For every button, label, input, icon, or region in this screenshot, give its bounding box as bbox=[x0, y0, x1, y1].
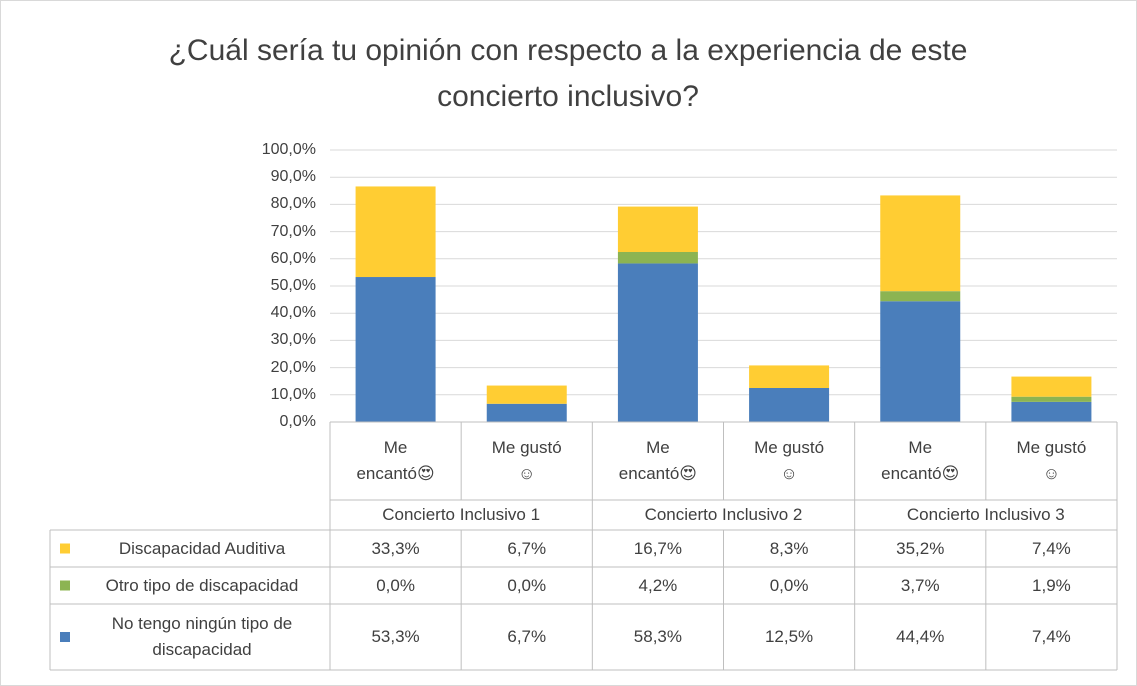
legend-key bbox=[60, 580, 70, 591]
table-value: 53,3% bbox=[371, 627, 420, 646]
y-tick-label: 90,0% bbox=[270, 168, 316, 186]
table-value: 0,0% bbox=[507, 575, 547, 595]
bar-segment bbox=[617, 252, 698, 264]
legend-label: Discapacidad Auditiva bbox=[118, 538, 286, 558]
y-tick-label: 10,0% bbox=[270, 385, 316, 403]
bar-segment bbox=[486, 385, 567, 404]
chart-title: ¿Cuál sería tu opinión con respecto a la… bbox=[168, 34, 968, 113]
x-tick-label: Me encantó😍 bbox=[618, 438, 698, 483]
table-value: 7,4% bbox=[1032, 627, 1071, 646]
bar-segment bbox=[355, 277, 436, 422]
y-tick-label: 80,0% bbox=[270, 195, 316, 213]
y-tick-label: 30,0% bbox=[270, 331, 316, 349]
group-label: Concierto Inclusivo 2 bbox=[644, 505, 803, 524]
bar-segment bbox=[617, 206, 698, 252]
bar-segment bbox=[880, 195, 961, 292]
y-tick-label: 40,0% bbox=[270, 304, 316, 322]
legend-key bbox=[60, 632, 70, 642]
table-value: 58,3% bbox=[633, 627, 682, 646]
bar-segment bbox=[1011, 376, 1092, 397]
bar-segment bbox=[880, 301, 961, 422]
table-value: 4,2% bbox=[638, 575, 678, 595]
bar-segment bbox=[1011, 396, 1092, 402]
bar-segment bbox=[617, 263, 698, 422]
bar-segment bbox=[749, 388, 830, 422]
legend-label: Otro tipo de discapacidad bbox=[105, 575, 299, 595]
table-value: 1,9% bbox=[1032, 575, 1071, 595]
table-value: 3,7% bbox=[900, 575, 940, 595]
table-value: 0,0% bbox=[376, 575, 415, 595]
group-label: Concierto Inclusivo 3 bbox=[906, 505, 1065, 524]
bar-segment bbox=[880, 291, 961, 302]
table-value: 7,4% bbox=[1032, 538, 1071, 558]
group-label: Concierto Inclusivo 1 bbox=[382, 505, 541, 524]
table-value: 35,2% bbox=[896, 538, 945, 558]
y-tick-label: 0,0% bbox=[279, 413, 316, 430]
y-tick-label: 20,0% bbox=[270, 358, 316, 376]
y-tick-label: 70,0% bbox=[270, 222, 316, 240]
table-value: 0,0% bbox=[769, 575, 809, 595]
x-tick-label: Me encantó😍 bbox=[356, 438, 435, 483]
bar-segment bbox=[749, 365, 830, 388]
table-value: 6,7% bbox=[507, 627, 547, 646]
legend-label: No tengo ningún tipo de discapacidad bbox=[111, 614, 293, 659]
y-tick-label: 100,0% bbox=[261, 141, 316, 158]
x-tick-label: Me gustó☺ bbox=[1016, 438, 1087, 483]
bar-segment bbox=[355, 186, 436, 278]
table-value: 16,7% bbox=[633, 538, 682, 558]
x-tick-label: Me gustó☺ bbox=[754, 438, 825, 483]
table-value: 8,3% bbox=[769, 538, 809, 558]
table-value: 12,5% bbox=[764, 627, 814, 646]
x-tick-label: Me encantó😍 bbox=[881, 438, 960, 483]
table-value: 6,7% bbox=[507, 538, 547, 558]
table-value: 44,4% bbox=[896, 627, 945, 646]
y-tick-label: 50,0% bbox=[270, 277, 316, 294]
y-tick-label: 60,0% bbox=[270, 249, 316, 267]
legend-key bbox=[60, 543, 70, 554]
table-value: 33,3% bbox=[371, 538, 420, 558]
bar-segment bbox=[486, 403, 567, 422]
bar-segment bbox=[1011, 401, 1092, 422]
x-tick-label: Me gustó☺ bbox=[491, 438, 562, 483]
